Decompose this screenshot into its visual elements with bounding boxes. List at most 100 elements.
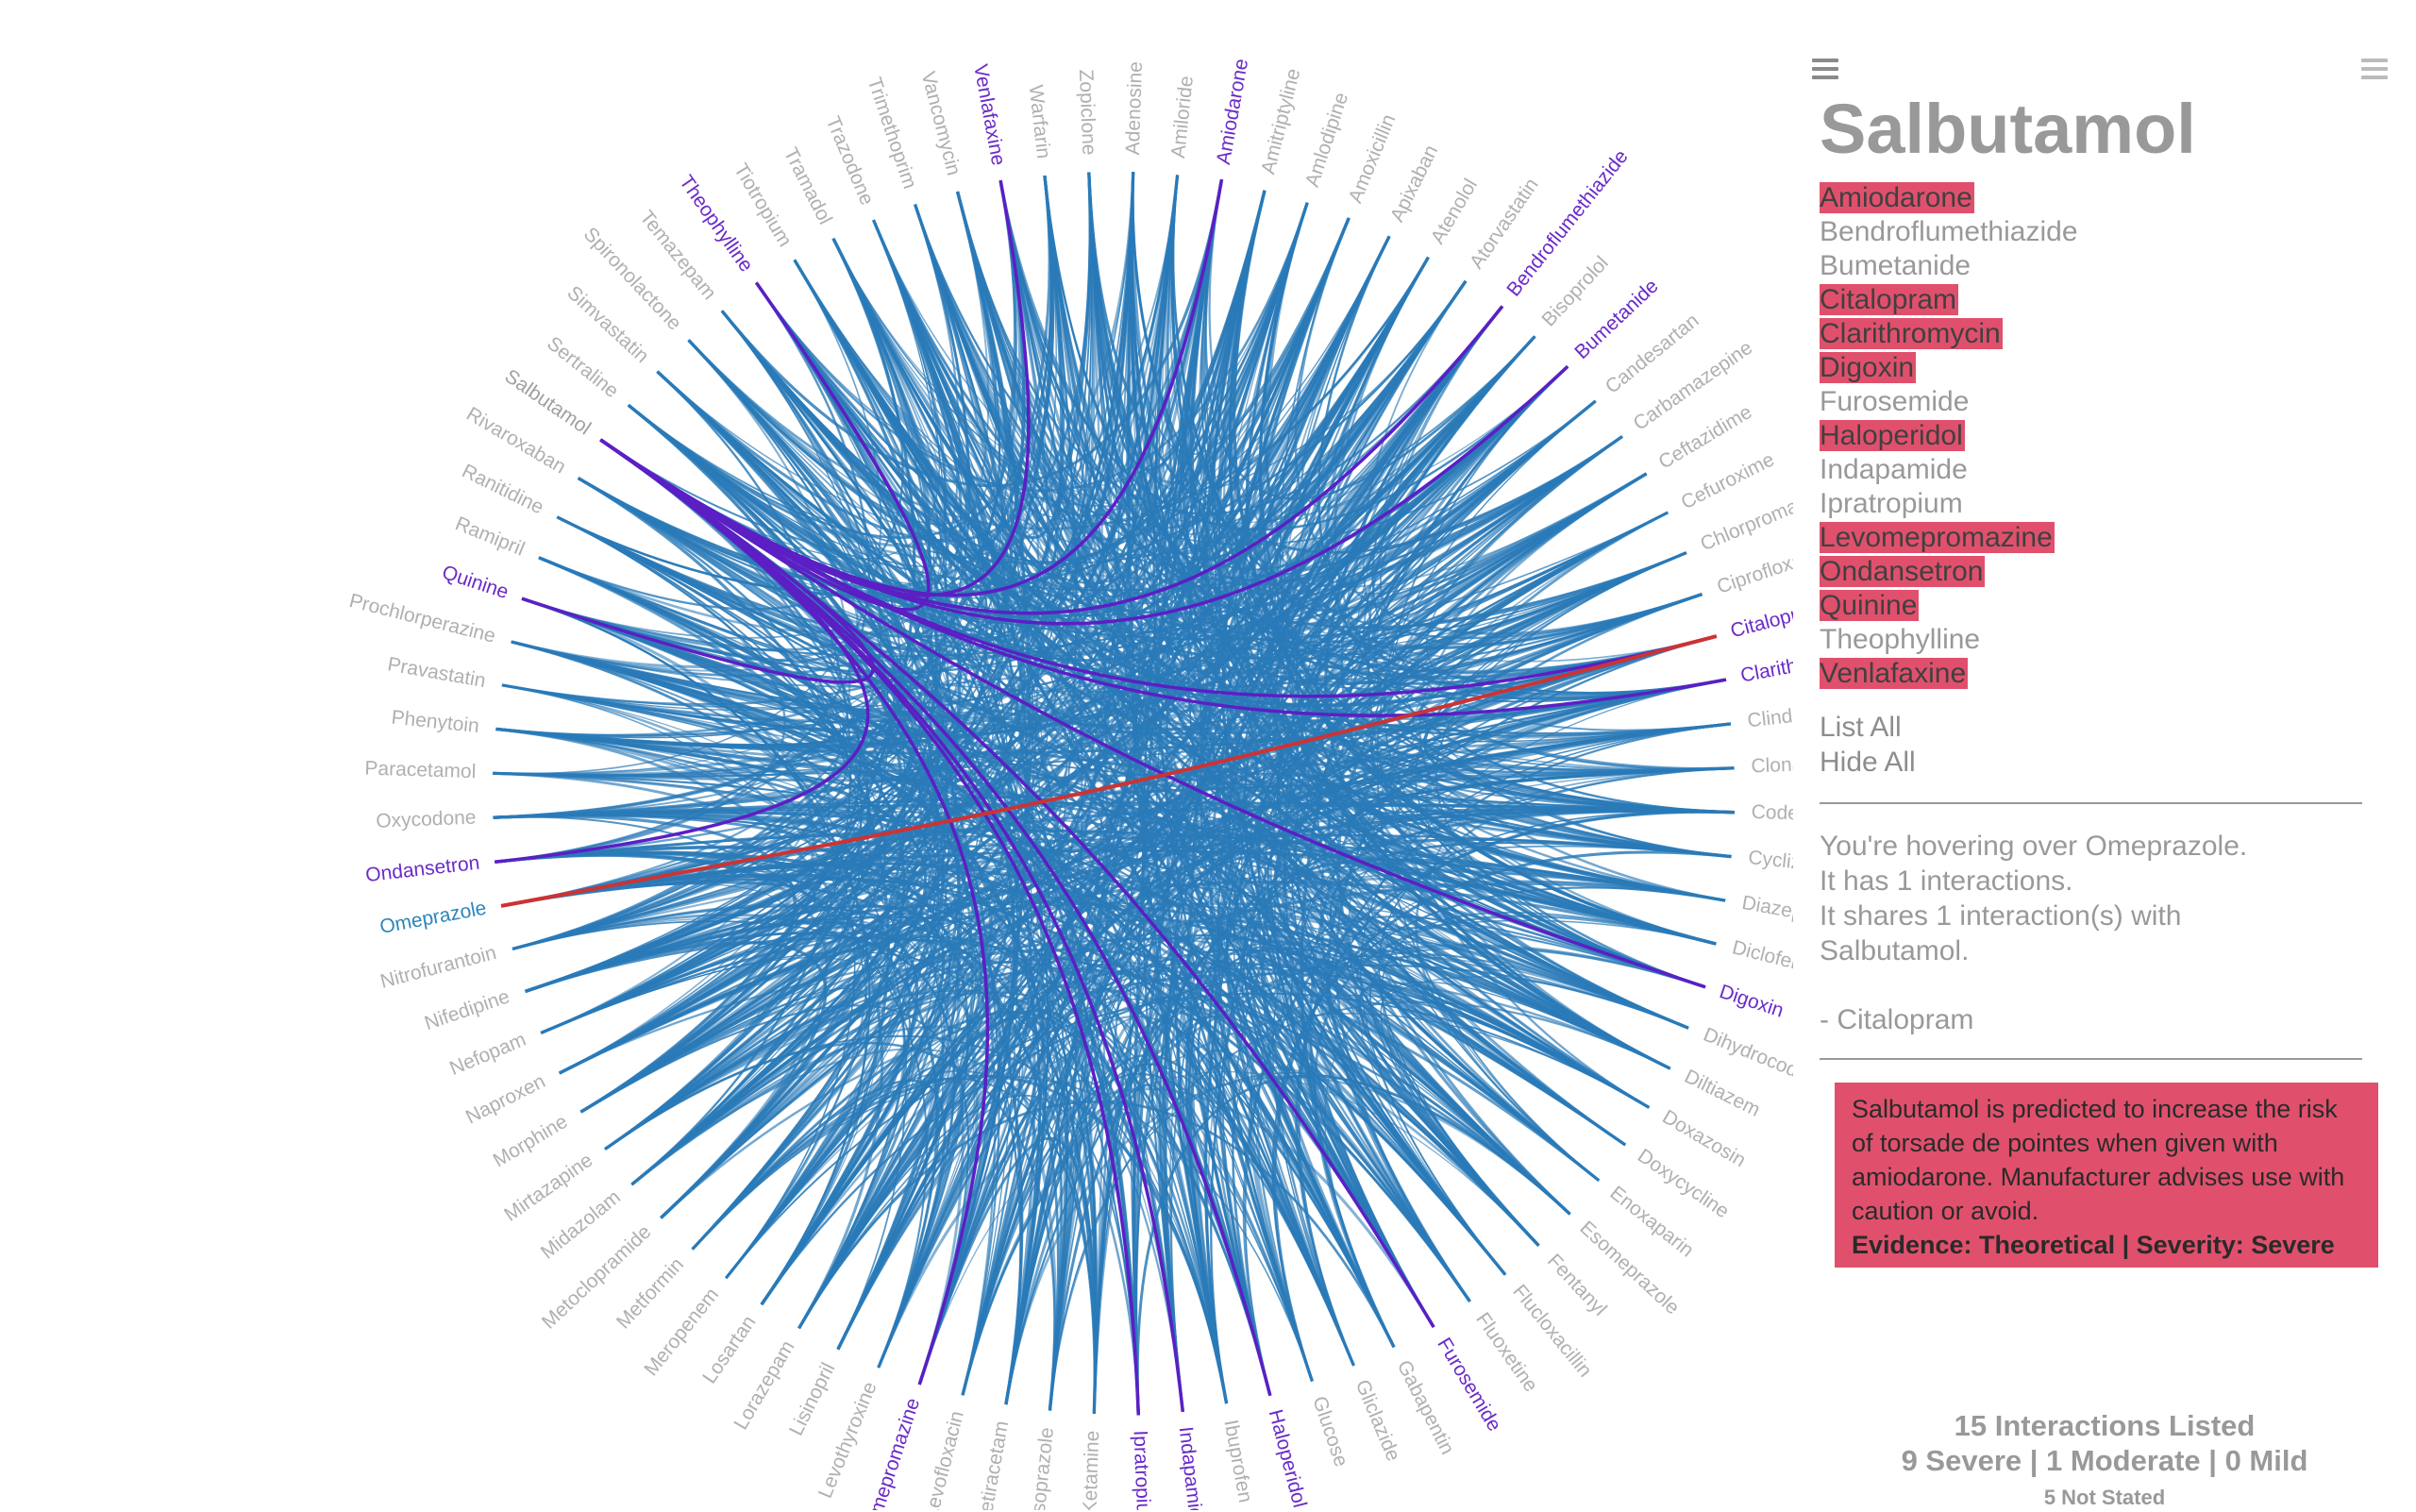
interaction-link — [523, 597, 1689, 1030]
drug-label[interactable]: Venlafaxine — [969, 62, 1009, 167]
interaction-list-item[interactable]: Venlafaxine — [1820, 657, 2376, 691]
drug-label[interactable]: Cefuroxime — [1678, 448, 1778, 513]
drug-label[interactable]: Haloperidol — [1265, 1407, 1311, 1510]
drug-label[interactable]: Amoxicillin — [1345, 111, 1401, 207]
interaction-link — [630, 882, 1726, 1186]
interaction-list-item[interactable]: Levomepromazine — [1820, 521, 2376, 555]
drug-label[interactable]: Adenosine — [1122, 61, 1147, 156]
drug-label[interactable]: Morphine — [490, 1111, 572, 1172]
drug-label[interactable]: Sertraline — [543, 332, 623, 402]
drug-label[interactable]: Amitriptyline — [1257, 66, 1304, 176]
interaction-list-item[interactable]: Bumetanide — [1820, 249, 2376, 283]
interaction-link — [1164, 256, 1430, 1411]
hover-text-line: You're hovering over Omeprazole. — [1820, 831, 2248, 862]
drug-label[interactable]: Diltiazem — [1681, 1066, 1764, 1121]
interaction-link — [493, 175, 1180, 777]
interaction-link — [495, 829, 1726, 902]
interaction-link — [604, 551, 1687, 1151]
interaction-drug-name: Bumetanide — [1820, 250, 1971, 281]
interaction-list-item[interactable]: Indapamide — [1820, 453, 2376, 487]
drug-label[interactable]: Ranitidine — [459, 460, 547, 518]
drug-label[interactable]: Levetiracetam — [970, 1420, 1014, 1510]
drug-label[interactable]: Amiodarone — [1213, 58, 1252, 167]
interaction-list-item[interactable]: Ondansetron — [1820, 555, 2376, 589]
interaction-list-item[interactable]: Furosemide — [1820, 385, 2376, 419]
list-all-button[interactable]: List All — [1820, 712, 1902, 743]
drug-interaction-chord-diagram[interactable]: Adenosine Amiloride Amiodarone Amitriptylin… — [0, 0, 1793, 1510]
interaction-list-item[interactable]: Citalopram — [1820, 283, 2376, 317]
drug-label[interactable]: Ramipril — [452, 512, 528, 560]
drug-label[interactable]: Ipratropium — [1129, 1430, 1154, 1510]
drug-label[interactable]: Nifedipine — [422, 985, 512, 1034]
interaction-list-item[interactable]: Clarithromycin — [1820, 317, 2376, 351]
drug-label[interactable]: Oxycodone — [376, 807, 477, 832]
drug-label[interactable]: Clonazepam — [1751, 751, 1793, 778]
drug-label[interactable]: Tramadol — [780, 144, 836, 228]
interaction-list-item[interactable]: Haloperidol — [1820, 419, 2376, 453]
drug-label[interactable]: Diclofenac — [1730, 936, 1793, 980]
drug-label[interactable]: Citalopram — [1728, 597, 1793, 643]
interaction-link — [1222, 845, 1732, 1395]
drug-label[interactable]: Ketamine — [1079, 1430, 1103, 1510]
interaction-link — [512, 175, 1051, 950]
drug-label[interactable]: Digoxin — [1717, 981, 1787, 1022]
drug-label[interactable]: Indapamide — [1175, 1425, 1208, 1510]
drug-label[interactable]: Lisinopril — [785, 1359, 839, 1438]
interaction-list-item[interactable]: Ipratropium — [1820, 487, 2376, 521]
interaction-link — [512, 175, 1052, 950]
drug-label[interactable]: Glucose — [1308, 1394, 1351, 1470]
interaction-list-item[interactable]: Bendroflumethiazide — [1820, 215, 2376, 249]
drug-label[interactable]: Clarithromycin — [1738, 643, 1793, 687]
interaction-link — [495, 204, 961, 864]
interaction-list-item[interactable]: Theophylline — [1820, 623, 2376, 657]
interaction-link — [502, 833, 1732, 907]
summary-severity-counts: 9 Severe | 1 Moderate | 0 Mild — [1901, 1444, 2308, 1477]
drug-label[interactable]: Phenytoin — [391, 707, 480, 737]
drug-label[interactable]: Omeprazole — [378, 898, 489, 938]
drug-label[interactable]: Clindamycin — [1746, 698, 1793, 732]
interaction-list-item[interactable]: Amiodarone — [1820, 181, 2376, 215]
drug-label[interactable]: Warfarin — [1025, 84, 1055, 160]
drug-label[interactable]: Pravastatin — [386, 653, 487, 692]
drug-label[interactable]: Bendroflumethiazide — [1502, 146, 1632, 301]
interaction-drug-name: Ipratropium — [1820, 488, 1963, 519]
interaction-link — [604, 989, 1228, 1404]
drug-label[interactable]: Amlodipine — [1301, 90, 1352, 190]
interaction-link — [831, 175, 1065, 540]
drug-label[interactable]: Trimethoprim — [864, 75, 921, 192]
secondary-menu-icon[interactable] — [2361, 59, 2388, 79]
drug-label[interactable]: Ibuprofen — [1219, 1418, 1256, 1504]
interaction-drug-name: Haloperidol — [1820, 420, 1965, 451]
interaction-link — [495, 283, 870, 864]
drug-label[interactable]: Gliclazide — [1351, 1377, 1404, 1465]
drug-label[interactable]: Lansoprazole — [1024, 1426, 1058, 1510]
hide-all-button[interactable]: Hide All — [1820, 747, 1916, 778]
drug-label[interactable]: Apixaban — [1386, 142, 1442, 226]
drug-label[interactable]: Losartan — [698, 1312, 760, 1387]
interaction-list-item[interactable]: Digoxin — [1820, 351, 2376, 385]
drug-label[interactable]: Paracetamol — [364, 758, 477, 783]
drug-label[interactable]: Amiloride — [1167, 75, 1198, 159]
drug-label[interactable]: Fentanyl — [1543, 1250, 1611, 1319]
drug-label[interactable]: Nefopam — [446, 1029, 528, 1080]
interaction-link — [512, 366, 1568, 950]
drug-label[interactable]: Gabapentin — [1393, 1357, 1459, 1458]
drug-label[interactable]: Ondansetron — [364, 852, 480, 886]
drug-label[interactable]: Prochlorperazine — [347, 590, 498, 647]
drug-label[interactable]: Zopiclone — [1075, 69, 1100, 156]
hamburger-menu-icon[interactable] — [1812, 59, 1838, 79]
drug-label[interactable]: Cyclizine — [1747, 847, 1793, 877]
drug-label[interactable]: Diazepam — [1740, 892, 1793, 929]
drug-label[interactable]: Codeine — [1751, 801, 1793, 825]
drug-label[interactable]: Vancomycin — [917, 69, 965, 177]
interaction-list-item[interactable]: Quinine — [1820, 589, 2376, 623]
interaction-link — [720, 310, 1689, 1030]
drug-label[interactable]: Ciprofloxacin — [1715, 541, 1793, 598]
drug-label[interactable]: Naproxen — [462, 1070, 549, 1129]
drug-label[interactable]: Levofloxacin — [920, 1409, 968, 1510]
drug-label[interactable]: Nitrofurantoin — [378, 942, 499, 993]
drug-label[interactable]: Atenolol — [1427, 175, 1482, 247]
drug-label[interactable]: Doxazosin — [1658, 1106, 1749, 1172]
drug-label[interactable]: Quinine — [440, 562, 512, 603]
drug-label[interactable]: Trazodone — [821, 113, 878, 209]
